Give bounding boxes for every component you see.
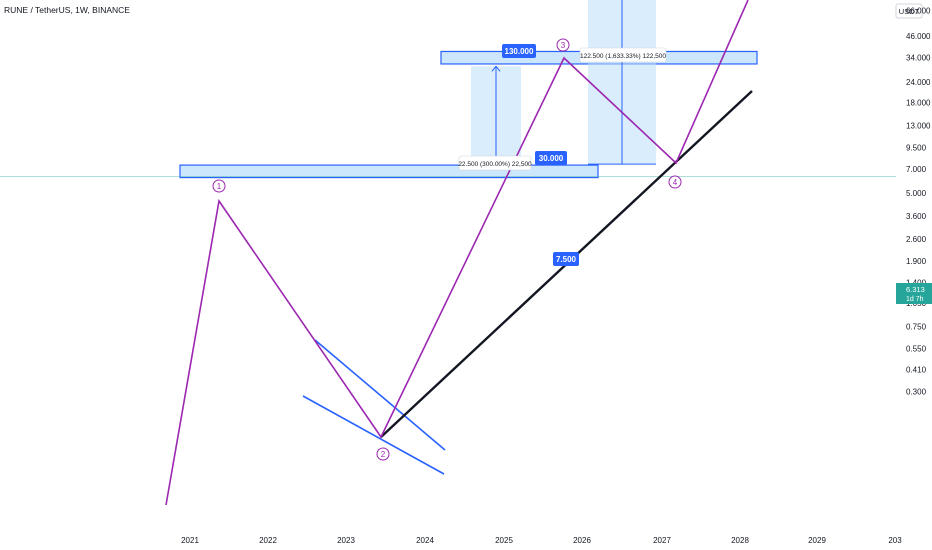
x-tick-label: 2024: [416, 536, 434, 545]
y-tick-label: 66.000: [906, 7, 931, 16]
price-zone: [179, 164, 599, 179]
elliott-wave-path: [165, 0, 749, 506]
x-tick-label: 2023: [337, 536, 355, 545]
currency-box[interactable]: [895, 3, 923, 19]
x-tick-label: 203: [888, 536, 902, 545]
wave-label: 1: [217, 182, 222, 191]
symbol-title: RUNE / TetherUS, 1W, BINANCE: [4, 5, 130, 15]
y-tick-label: 0.300: [906, 387, 927, 396]
drawings-layer: [165, 0, 753, 506]
y-tick-labels: 240.000180.000130.00090.00066.00046.0003…: [906, 7, 931, 397]
last-price-tag: [896, 283, 932, 304]
measure-text: 22.500 (300.00%) 22,500: [458, 161, 532, 168]
y-axis[interactable]: USDT 240.000180.000130.00090.00066.00046…: [895, 0, 932, 397]
measure-box: [579, 47, 667, 63]
x-tick-label: 2022: [259, 536, 277, 545]
y-tick-label: 9.500: [906, 143, 927, 152]
zone-price-tag: [502, 44, 536, 58]
wave-label: 4: [673, 178, 678, 187]
wave-label: 2: [381, 450, 386, 459]
currency-label: USDT: [899, 7, 920, 16]
wedge-lower-line: [302, 395, 445, 475]
x-tick-label: 2029: [808, 536, 826, 545]
x-axis[interactable]: 2021 2022 2023 2024 2025 2026 2027 2028 2029 203: [181, 536, 902, 545]
y-tick-label: 2.600: [906, 235, 927, 244]
measure-arrowhead-1: [491, 65, 501, 72]
x-tick-label: 2027: [653, 536, 671, 545]
y-tick-label: 0.750: [906, 323, 927, 332]
measure-layer: [471, 0, 656, 165]
y-tick-label: 1.900: [906, 257, 927, 266]
zone-price-tag: [553, 252, 579, 266]
x-tick-label: 2025: [495, 536, 513, 545]
wave-label-circle: [668, 175, 682, 189]
zone-price-text: 30.000: [539, 154, 564, 163]
y-tick-label: 5.000: [906, 189, 927, 198]
last-price-countdown: 1d 7h: [906, 296, 924, 303]
y-tick-label: 34.000: [906, 53, 931, 62]
wave-label-circle: [556, 38, 570, 52]
zone-price-text: 130.000: [505, 47, 534, 56]
wave-label-circle: [212, 179, 226, 193]
y-tick-label: 18.000: [906, 98, 931, 107]
zone-price-text: 7.500: [556, 255, 577, 264]
zones-layer: [0, 50, 896, 179]
x-tick-label: 2026: [573, 536, 591, 545]
y-tick-label: 7.000: [906, 165, 927, 174]
wave-label-circle: [376, 447, 390, 461]
labels-layer: 1 2 3 4 130.000 30.000 7.500 22.500 (300.00%) 2…: [212, 38, 682, 461]
last-price-value: 6.313: [906, 285, 925, 294]
measure-text: 122.500 (1,633.33%) 122,500: [580, 53, 666, 60]
y-tick-label: 3.600: [906, 212, 927, 221]
wedge-upper-line: [314, 339, 446, 451]
x-tick-label: 2021: [181, 536, 199, 545]
y-tick-label: 13.000: [906, 121, 931, 130]
zone-price-tag: [535, 151, 567, 165]
y-tick-label: 46.000: [906, 32, 931, 41]
x-tick-label: 2028: [731, 536, 749, 545]
y-tick-label: 0.550: [906, 345, 927, 354]
y-tick-label: 0.410: [906, 365, 927, 374]
y-tick-label: 24.000: [906, 78, 931, 87]
measure-box: [458, 155, 532, 171]
wave-label: 3: [561, 41, 566, 50]
